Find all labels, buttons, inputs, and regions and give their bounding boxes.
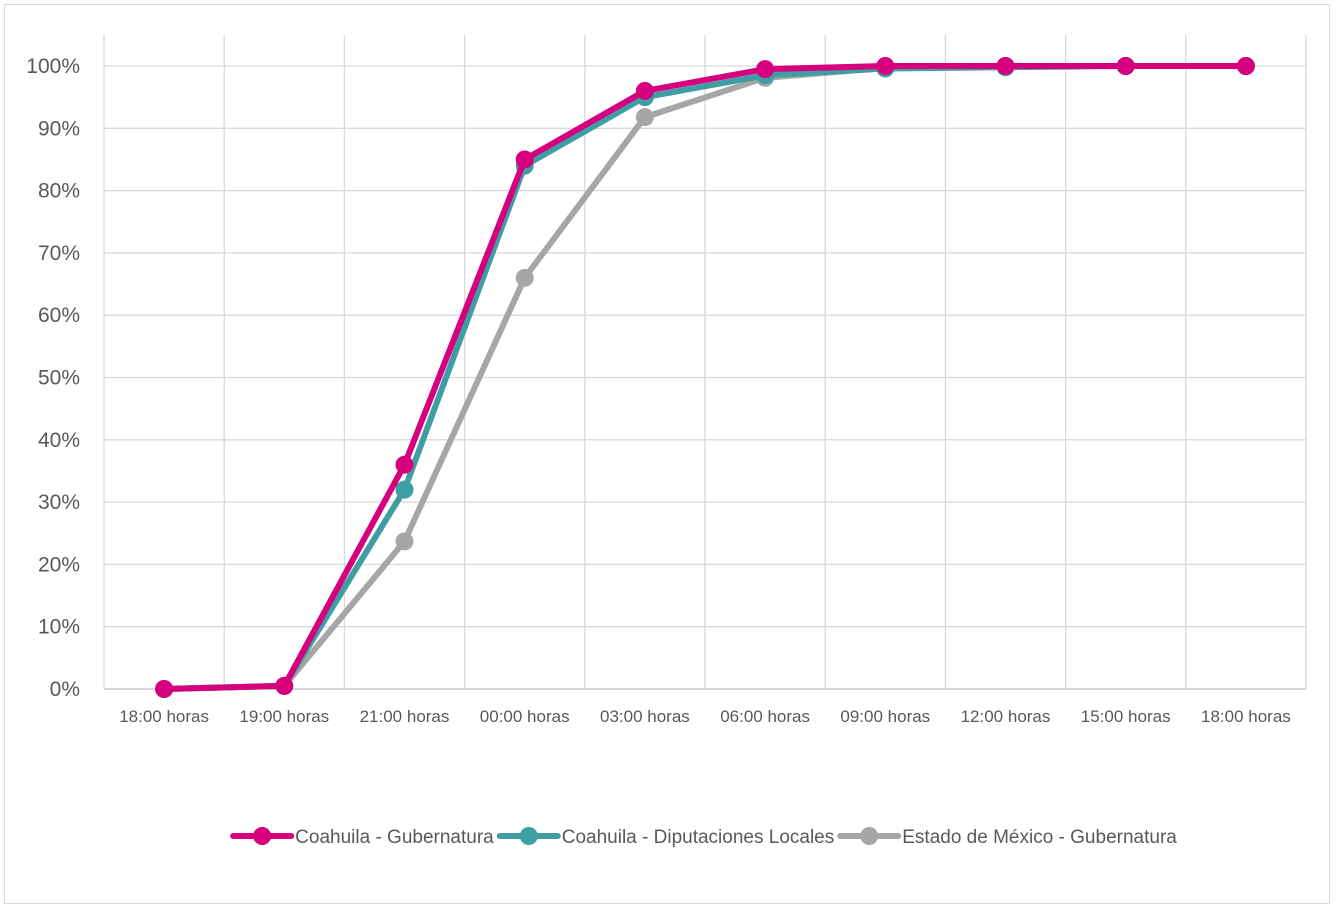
data-point	[395, 480, 414, 499]
data-point	[756, 60, 775, 79]
x-tick-label: 18:00 horas	[1201, 707, 1291, 726]
data-point	[515, 268, 534, 287]
data-point	[635, 81, 654, 100]
y-tick-label: 20%	[38, 553, 80, 576]
data-point	[876, 57, 895, 75]
legend: Coahuila - Gubernatura Coahuila - Diputac…	[230, 827, 1177, 848]
x-tick-label: 12:00 horas	[961, 707, 1051, 726]
legend-label: Coahuila - Diputaciones Locales	[562, 827, 835, 848]
legend-swatch-marker	[860, 827, 879, 845]
y-axis-ticks: 0% 10% 20% 30% 40% 50% 60% 70% 80% 90% 100%	[26, 55, 80, 701]
y-tick-label: 10%	[38, 616, 80, 639]
y-tick-label: 0%	[50, 678, 80, 701]
series-lines	[155, 57, 1255, 698]
legend-label: Estado de México - Gubernatura	[902, 827, 1177, 848]
series-line	[161, 63, 1249, 692]
y-tick-label: 80%	[38, 180, 80, 203]
data-point	[155, 680, 174, 698]
x-tick-label: 00:00 horas	[480, 707, 570, 726]
y-tick-label: 100%	[26, 55, 80, 78]
x-tick-label: 06:00 horas	[720, 707, 810, 726]
y-tick-label: 50%	[38, 367, 80, 390]
legend-swatch-marker	[253, 827, 272, 845]
y-tick-label: 30%	[38, 491, 80, 514]
data-point	[395, 532, 414, 551]
data-point	[395, 455, 414, 474]
data-point	[996, 57, 1015, 75]
legend-swatch-marker	[519, 827, 538, 845]
data-point	[1236, 57, 1255, 75]
grid	[103, 35, 1307, 690]
data-point	[275, 676, 294, 695]
chart-container	[4, 4, 1330, 904]
legend-label: Coahuila - Gubernatura	[295, 827, 494, 848]
x-tick-label: 19:00 horas	[239, 707, 329, 726]
y-tick-label: 40%	[38, 429, 80, 452]
x-tick-label: 09:00 horas	[840, 707, 930, 726]
y-tick-label: 90%	[38, 117, 80, 140]
x-axis-ticks: 18:00 horas 19:00 horas 21:00 horas 00:00 h…	[119, 707, 1291, 726]
y-tick-label: 60%	[38, 304, 80, 327]
data-point	[1116, 57, 1135, 75]
legend-item: Coahuila - Gubernatura	[230, 827, 494, 848]
x-tick-label: 18:00 horas	[119, 707, 209, 726]
x-tick-label: 21:00 horas	[360, 707, 450, 726]
legend-item: Estado de México - Gubernatura	[837, 827, 1177, 848]
data-point	[635, 108, 654, 127]
data-point	[515, 150, 534, 169]
y-tick-label: 70%	[38, 242, 80, 265]
legend-item: Coahuila - Diputaciones Locales	[496, 827, 835, 848]
x-tick-label: 03:00 horas	[600, 707, 690, 726]
series-group	[155, 57, 1255, 698]
x-tick-label: 15:00 horas	[1081, 707, 1171, 726]
